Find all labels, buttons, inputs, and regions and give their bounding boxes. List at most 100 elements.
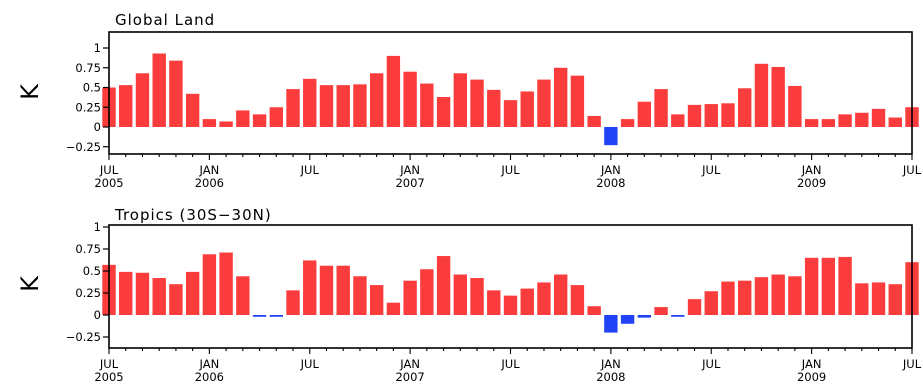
bar [219,252,233,315]
bar [654,89,668,127]
bar [487,290,501,315]
bar [436,256,451,315]
bar [420,83,434,127]
x-tick-label: JAN [199,163,220,177]
bar [804,119,819,127]
bar [470,79,484,127]
bar [219,121,233,127]
x-tick-year-label: 2008 [596,370,625,384]
x-tick-label: JAN [801,163,822,177]
x-tick-year-label: 2008 [596,176,625,190]
x-tick-label: JAN [600,163,621,177]
bar [487,89,501,127]
y-axis-label: K [16,275,44,292]
y-tick-label: −0.25 [66,140,101,154]
bar [453,73,467,127]
bar [403,71,417,127]
bar [604,127,618,146]
bar [537,79,551,127]
x-tick-label: JUL [902,357,922,371]
bar [804,257,819,315]
bar [185,93,200,127]
bar [236,110,250,127]
bar [654,307,668,315]
x-tick-year-label: 2005 [94,176,123,190]
bar [236,276,250,315]
bar [554,274,568,315]
bar [754,277,769,315]
x-tick-label: JUL [902,163,922,177]
x-tick-label: JUL [300,357,320,371]
bar [871,282,886,315]
panel-tropics: Tropics (30S−30N)K−0.2500.250.50.751JUL2… [16,206,922,384]
bar [721,103,735,127]
bar [821,119,836,127]
bar [520,91,534,127]
x-tick-label: JAN [399,163,420,177]
bar [269,315,283,317]
y-tick-label: 0.5 [83,264,101,278]
bar [704,291,718,315]
x-tick-label: JUL [500,357,520,371]
bar [554,67,568,127]
bar [503,295,518,315]
bar [855,112,869,127]
bar [303,260,317,315]
bar [587,306,601,315]
bar [821,257,836,315]
x-tick-label: JUL [300,163,320,177]
bar [738,280,752,315]
bar [152,278,166,315]
bar [838,114,852,127]
bar [771,66,785,127]
bar [336,265,350,315]
bar [369,285,384,315]
bar [671,114,685,127]
bar [570,75,585,127]
chart-title: Tropics (30S−30N) [114,206,272,224]
bar [570,285,585,315]
bar [754,63,769,127]
y-tick-label: 1 [94,220,101,234]
y-tick-label: −0.25 [66,330,101,344]
bar [386,302,401,315]
bar [855,283,869,315]
x-tick-year-label: 2005 [94,370,123,384]
bar [871,108,886,127]
bar [369,73,384,127]
x-tick-label: JUL [99,357,119,371]
y-tick-label: 0.5 [83,81,101,95]
bar [470,278,484,315]
bar [403,280,417,315]
bar [286,290,300,315]
bar [704,104,718,127]
x-tick-year-label: 2009 [797,176,826,190]
bar [436,96,451,127]
bar [252,114,267,127]
bar [202,119,217,127]
bar [587,115,601,127]
bar [269,107,283,127]
bar [319,85,334,127]
bar [620,119,635,127]
y-tick-label: 0.75 [75,61,101,75]
bar [152,53,166,127]
bar [353,276,367,315]
bar [135,73,150,127]
bar [386,55,401,127]
bar [169,60,183,127]
bar [687,299,702,315]
bar [135,272,150,315]
bar [788,276,802,315]
bar [420,269,434,315]
bar [637,315,652,318]
x-tick-label: JUL [701,163,721,177]
bar [202,254,217,315]
bar [620,315,635,324]
x-tick-year-label: 2007 [395,176,424,190]
x-tick-year-label: 2007 [395,370,424,384]
bar [185,271,200,315]
chart-title: Global Land [115,11,215,29]
y-axis-label: K [16,83,44,100]
